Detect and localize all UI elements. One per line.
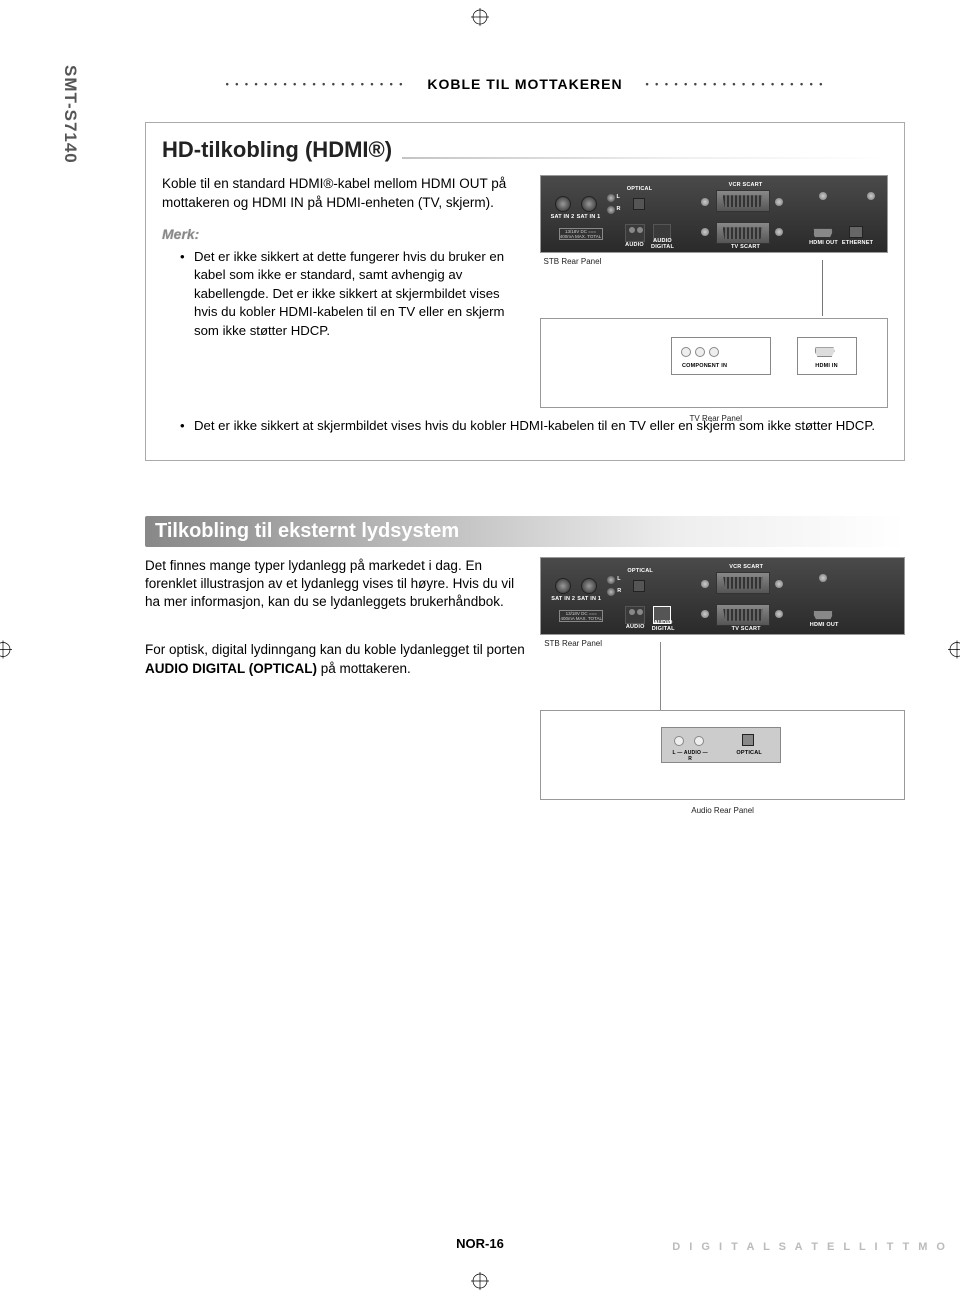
ethernet-label: ETHERNET [841, 240, 875, 246]
vcr-scart [716, 190, 770, 212]
screw-5 [819, 192, 827, 200]
audio-lr-l: L [673, 750, 676, 756]
footer-right: D I G I T A L S A T E L L I T T M O [672, 1241, 948, 1253]
l-label-b: L [617, 576, 621, 582]
audio-jack [625, 224, 645, 242]
tv-rear-panel: COMPONENT IN HDMI IN [540, 318, 888, 408]
lr-jack-l-b [607, 576, 615, 584]
chapter-header: • • • • • • • • • • • • • • • • • • • KO… [145, 75, 905, 92]
audio-jack-b [625, 606, 645, 624]
stb-caption: STB Rear Panel [544, 257, 888, 266]
note-label: Merk: [162, 226, 199, 242]
r-label-b: R [617, 588, 621, 594]
audio-digital-label: AUDIO DIGITAL [649, 238, 677, 250]
audio-lr-label: AUDIO [684, 750, 701, 756]
stb-rear-panel-2: SAT IN 2 SAT IN 1 L R OPTICAL 13/18V DC … [540, 557, 905, 635]
lr-jack-r [607, 206, 615, 214]
screw-6 [867, 192, 875, 200]
audio-rear-panel: L — AUDIO — R OPTICAL [540, 710, 905, 800]
audio-digital-label-b: AUDIO DIGITAL [649, 620, 677, 632]
section-hdmi: HD-tilkobling (HDMI®) Koble til en stand… [145, 122, 905, 460]
screw-b3 [701, 610, 709, 618]
screw-2 [775, 198, 783, 206]
dc-label: 13/18V DC === 400mA MAX. TOTAL [559, 228, 603, 240]
lr-jack-r-b [607, 588, 615, 596]
p2b: AUDIO DIGITAL (OPTICAL) [145, 661, 317, 676]
p2c: på mottakeren. [317, 661, 411, 676]
optical-label: OPTICAL [625, 186, 655, 192]
component-in-label: COMPONENT IN [675, 363, 735, 369]
section-audio: Tilkobling til eksternt lydsystem Det fi… [145, 516, 905, 815]
note-item-1: Det er ikke sikkert at dette fungerer hv… [194, 248, 526, 340]
note-block: Merk: Det er ikke sikkert at dette funge… [162, 226, 526, 340]
screw-4 [775, 228, 783, 236]
sat-in-1-port-b [581, 578, 597, 594]
hdmi-out-label-b: HDMI OUT [807, 622, 841, 628]
reg-mark-top [471, 8, 489, 31]
sat-in-1-label-b: SAT IN 1 [575, 596, 603, 602]
screw-b5 [819, 574, 827, 582]
side-tab: SMT-S7140 [60, 65, 80, 164]
section2-para2: For optisk, digital lydinngang kan du ko… [145, 641, 526, 677]
screw-3 [701, 228, 709, 236]
stb-rear-panel: SAT IN 2 SAT IN 1 L R OPTICAL 13/18V DC … [540, 175, 888, 253]
chapter-title: KOBLE TIL MOTTAKEREN [427, 76, 622, 92]
reg-mark-bottom [471, 1272, 489, 1295]
optical-label-b: OPTICAL [625, 568, 655, 574]
note-block-2: Det er ikke sikkert at skjermbildet vise… [162, 417, 888, 435]
section2-para1: Det finnes mange typer lydanlegg på mark… [145, 557, 526, 612]
optical-port-b [633, 580, 645, 592]
section1-title: HD-tilkobling (HDMI®) [162, 137, 402, 163]
hdmi-in-port [815, 347, 835, 357]
hdmi-cable [540, 278, 888, 318]
optical-port [633, 198, 645, 210]
vcr-scart-label: VCR SCART [726, 182, 766, 188]
lr-jack-l [607, 194, 615, 202]
vcr-scart-label-b: VCR SCART [726, 564, 766, 570]
audio-optical-port [742, 734, 754, 746]
stb-caption-2: STB Rear Panel [544, 639, 905, 648]
audio-caption: Audio Rear Panel [540, 806, 905, 815]
hdmi-out-port [813, 228, 833, 238]
screw-b1 [701, 580, 709, 588]
screw-1 [701, 198, 709, 206]
optical-cable [540, 660, 905, 710]
screw-b2 [775, 580, 783, 588]
sat-in-1-port [581, 196, 597, 212]
tv-scart [716, 222, 770, 244]
p2a: For optisk, digital lydinngang kan du ko… [145, 642, 525, 657]
vcr-scart-b [716, 572, 770, 594]
audio-optical-label: OPTICAL [734, 750, 764, 756]
sat-in-2-port [555, 196, 571, 212]
r-label: R [617, 206, 621, 212]
section1-intro: Koble til en standard HDMI®-kabel mellom… [162, 175, 526, 211]
reg-mark-right [948, 640, 960, 663]
audio-rear-box: L — AUDIO — R OPTICAL [661, 727, 781, 763]
screw-b4 [775, 610, 783, 618]
tv-scart-b [716, 604, 770, 626]
sat-in-2-label-b: SAT IN 2 [549, 596, 577, 602]
audio-label: AUDIO [625, 242, 645, 248]
dots-right: • • • • • • • • • • • • • • • • • • • [646, 79, 825, 89]
tv-scart-label: TV SCART [726, 244, 766, 250]
sat-in-2-label: SAT IN 2 [549, 214, 577, 220]
audio-label-b: AUDIO [625, 624, 645, 630]
sat-in-1-label: SAT IN 1 [575, 214, 603, 220]
hdmi-out-port-b [813, 610, 833, 620]
sat-in-2-port-b [555, 578, 571, 594]
tv-scart-label-b: TV SCART [726, 626, 766, 632]
component-in [681, 347, 719, 357]
dc-label-b: 13/18V DC === 400mA MAX. TOTAL [559, 610, 603, 622]
section2-title: Tilkobling til eksternt lydsystem [145, 516, 905, 547]
reg-mark-left [0, 640, 12, 663]
hdmi-in-label: HDMI IN [807, 363, 847, 369]
l-label: L [617, 194, 621, 200]
note-item-2: Det er ikke sikkert at skjermbildet vise… [194, 417, 888, 435]
dots-left: • • • • • • • • • • • • • • • • • • • [226, 79, 405, 89]
hdmi-out-label: HDMI OUT [807, 240, 841, 246]
page-number: NOR-16 [456, 1236, 504, 1251]
ethernet-port [849, 226, 863, 238]
page-content: • • • • • • • • • • • • • • • • • • • KO… [145, 75, 905, 815]
audio-lr-r: R [688, 756, 692, 762]
